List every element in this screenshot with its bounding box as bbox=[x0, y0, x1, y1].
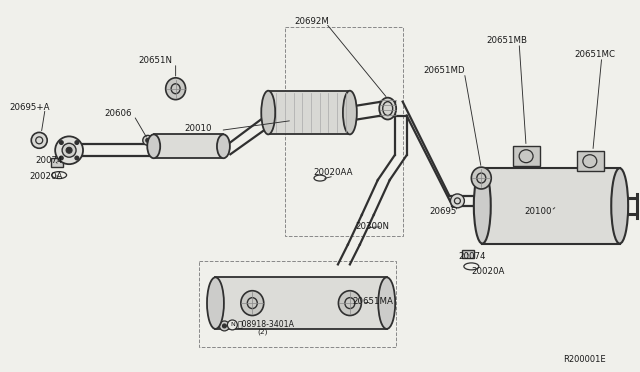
Ellipse shape bbox=[611, 168, 628, 244]
Bar bbox=[285, 27, 403, 235]
Ellipse shape bbox=[471, 167, 492, 189]
Bar bbox=[577, 151, 604, 171]
Circle shape bbox=[223, 324, 227, 328]
Ellipse shape bbox=[217, 134, 230, 158]
Text: 20300N: 20300N bbox=[356, 222, 390, 231]
Text: 20074: 20074 bbox=[35, 156, 63, 165]
Bar bbox=[51, 158, 63, 167]
Ellipse shape bbox=[241, 291, 264, 315]
Text: 20695: 20695 bbox=[429, 207, 457, 216]
Text: N: N bbox=[230, 323, 235, 327]
Text: 20074: 20074 bbox=[458, 253, 486, 262]
Ellipse shape bbox=[166, 78, 186, 100]
Bar bbox=[483, 168, 620, 244]
Circle shape bbox=[60, 141, 63, 144]
Text: 20606: 20606 bbox=[104, 109, 131, 118]
Text: 20651MA: 20651MA bbox=[352, 297, 393, 306]
Text: 20020AA: 20020AA bbox=[313, 168, 353, 177]
Circle shape bbox=[55, 137, 83, 164]
Circle shape bbox=[143, 135, 153, 145]
Text: 20010: 20010 bbox=[184, 125, 212, 134]
Text: R200001E: R200001E bbox=[563, 355, 605, 364]
Circle shape bbox=[227, 320, 237, 330]
Circle shape bbox=[75, 141, 79, 144]
Bar bbox=[268, 91, 350, 134]
Circle shape bbox=[220, 321, 229, 331]
Text: 20692M: 20692M bbox=[294, 17, 329, 26]
Bar bbox=[513, 146, 540, 166]
Circle shape bbox=[146, 138, 150, 142]
Bar bbox=[154, 134, 223, 158]
Ellipse shape bbox=[343, 91, 357, 134]
Circle shape bbox=[451, 194, 465, 208]
Ellipse shape bbox=[380, 98, 396, 119]
Text: 20100: 20100 bbox=[524, 207, 552, 216]
Text: 20651MD: 20651MD bbox=[424, 66, 465, 75]
Ellipse shape bbox=[474, 168, 491, 244]
Text: 20020A: 20020A bbox=[29, 172, 63, 181]
Circle shape bbox=[62, 143, 76, 157]
Circle shape bbox=[66, 147, 72, 153]
Ellipse shape bbox=[261, 91, 275, 134]
Bar bbox=[198, 262, 396, 347]
Ellipse shape bbox=[147, 134, 160, 158]
Circle shape bbox=[60, 156, 63, 160]
Text: 20651MC: 20651MC bbox=[574, 50, 615, 59]
Text: ⓝ08918-3401A: ⓝ08918-3401A bbox=[237, 319, 294, 328]
Text: (2): (2) bbox=[257, 329, 268, 336]
Text: 20651MB: 20651MB bbox=[486, 36, 527, 45]
Text: 20020A: 20020A bbox=[471, 267, 505, 276]
Circle shape bbox=[31, 132, 47, 148]
Ellipse shape bbox=[207, 277, 224, 329]
Text: 20695+A: 20695+A bbox=[10, 103, 50, 112]
Text: 20651N: 20651N bbox=[139, 56, 173, 65]
Bar bbox=[216, 277, 387, 329]
Circle shape bbox=[75, 156, 79, 160]
Bar bbox=[462, 250, 474, 259]
Ellipse shape bbox=[378, 277, 395, 329]
Ellipse shape bbox=[339, 291, 362, 315]
